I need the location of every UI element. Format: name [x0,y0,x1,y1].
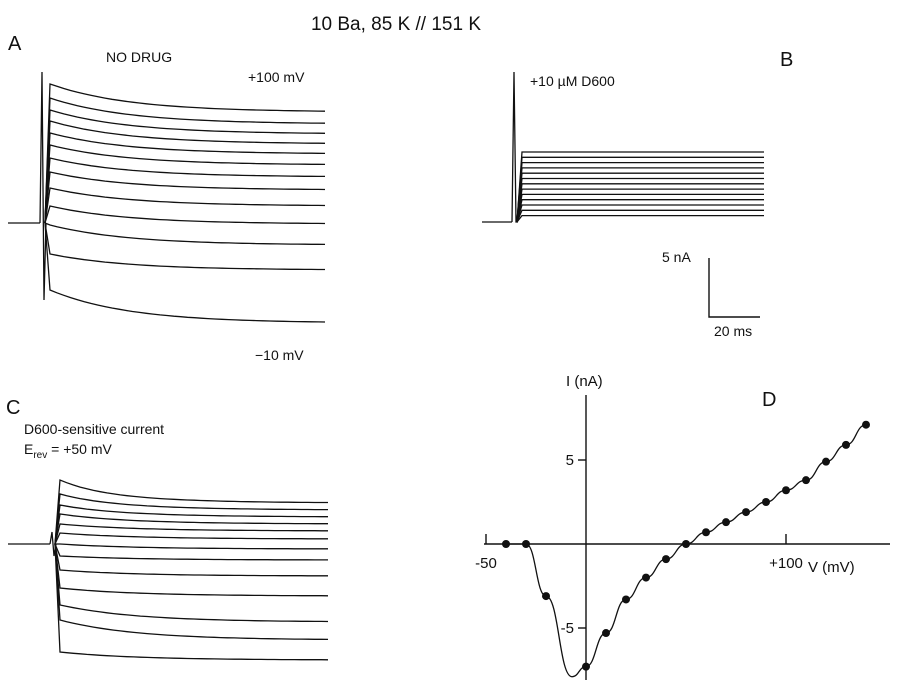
current-trace [54,493,328,545]
iv-x-axis-label: V (mV) [808,559,855,576]
current-trace [516,183,764,223]
current-trace [54,532,328,545]
iv-ticks: -50 +100 5 -5 [475,452,803,637]
current-trace [44,157,325,224]
iv-data-point [842,440,850,449]
iv-data-point [682,540,690,548]
current-trace [516,199,764,223]
erev-value: = +50 mV [47,441,112,457]
current-trace [54,513,328,545]
panel-c-label-line1: D600-sensitive current [24,421,164,437]
current-trace [516,167,764,223]
panel-b-label: +10 µM D600 [530,73,615,89]
iv-data-point [522,540,530,548]
current-trace [516,204,764,223]
y-tick-label: -5 [561,620,574,637]
iv-data-point [742,508,750,517]
panel-a-label: NO DRUG [106,49,172,65]
current-trace [54,543,328,577]
iv-data-point [602,629,610,638]
current-trace [516,172,764,223]
iv-data-point [802,476,810,485]
capacitive-transient [39,71,47,301]
current-trace [44,97,326,224]
current-trace [516,209,764,223]
capacitive-transient [511,71,518,223]
current-trace [44,187,326,224]
current-trace [55,543,328,550]
x-tick-label: -50 [475,555,497,572]
panel-d-letter: D [762,389,776,411]
x-tick-label: +100 [769,555,803,572]
erev-subscript: rev [33,450,47,461]
current-trace [516,214,764,223]
panel-b-current-traces [482,71,764,223]
current-trace [516,151,764,223]
current-trace [54,479,328,545]
panel-c-current-traces [8,479,329,661]
current-trace [516,193,764,223]
figure-title: 10 Ba, 85 K // 151 K [311,14,481,35]
current-trace [44,222,326,323]
iv-data-point [762,498,770,506]
current-trace [44,144,326,224]
scale-bar: 5 nA 20 ms [662,249,760,339]
iv-data-point [702,528,710,537]
panel-c-letter: C [6,397,20,419]
scale-bar-lines [708,258,760,318]
current-trace [54,543,329,661]
iv-plot: I (nA) V (mV) -50 +100 5 -5 [475,373,890,680]
current-trace [44,205,326,225]
current-trace [516,188,764,223]
panel-a-letter: A [8,33,22,55]
scale-bar-current: 5 nA [662,249,691,265]
iv-data-point [722,518,730,527]
erev-symbol: E [24,441,33,457]
panel-a-current-traces [8,71,326,323]
current-trace [54,543,329,623]
current-trace [54,543,329,597]
iv-data-point [822,457,830,466]
iv-data-point [782,486,790,495]
current-trace [54,543,328,561]
iv-data-point [662,555,670,564]
current-trace [44,222,325,271]
current-trace [54,504,328,545]
current-trace [54,543,329,641]
current-trace [44,120,326,224]
current-trace [44,171,326,224]
current-trace [516,177,764,223]
current-trace [44,132,326,224]
iv-curve [506,424,867,678]
panel-b-letter: B [780,49,793,71]
iv-data-points [502,420,870,671]
iv-data-point [542,592,550,601]
current-trace [44,83,326,224]
iv-data-point [582,662,590,671]
current-trace [44,109,326,224]
iv-data-point [622,595,630,604]
current-trace [44,222,326,246]
current-trace [516,161,764,223]
panel-c-label-line2: Erev = +50 mV [24,441,113,461]
scale-bar-time: 20 ms [714,323,752,339]
iv-y-axis-label: I (nA) [566,373,603,390]
iv-data-point [502,540,510,548]
iv-data-point [862,420,870,429]
panel-a-top-voltage: +100 mV [248,69,305,85]
panel-a-bottom-voltage: −10 mV [255,347,304,363]
current-trace [54,523,328,545]
y-tick-label: 5 [566,452,574,469]
current-trace [516,156,764,223]
iv-data-point [642,573,650,582]
